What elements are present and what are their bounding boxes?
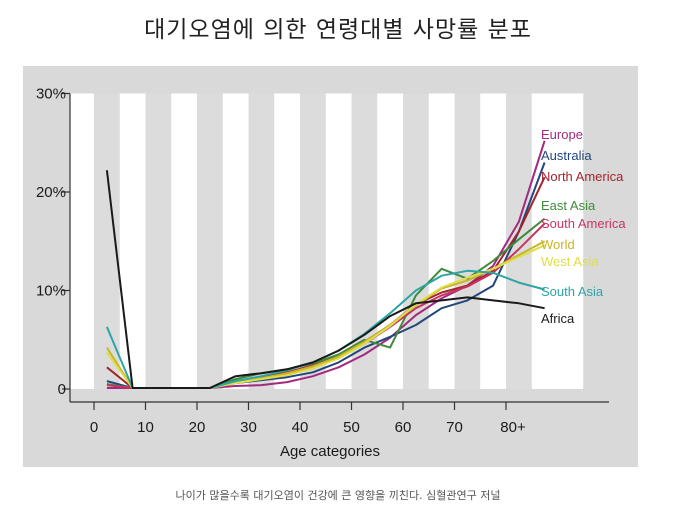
series-label-world: World [541, 237, 575, 252]
tick-labels: 0 10% 20% 30% 0 10 20 30 40 50 60 70 80+ [36, 86, 526, 437]
x-tick-label: 70 [446, 419, 463, 436]
grid-band [300, 93, 326, 389]
y-tick-label: 20% [36, 184, 66, 201]
x-tick-label: 0 [90, 419, 98, 436]
figure-caption: 나이가 많을수록 대기오염이 건강에 큰 영향을 끼친다. 심혈관연구 저널 [175, 489, 501, 502]
series-label-africa: Africa [541, 311, 575, 326]
y-tick-label: 0 [58, 381, 66, 398]
y-tick-label: 30% [36, 86, 66, 103]
series-label-north-america: North America [541, 169, 624, 184]
series-label-west-asia: West Asia [541, 254, 599, 269]
series-label-east-asia: East Asia [541, 198, 596, 213]
y-tick-label: 10% [36, 283, 66, 300]
x-tick-label: 20 [189, 419, 206, 436]
grid-band [403, 93, 429, 389]
series-label-australia: Australia [541, 148, 592, 163]
x-tick-label: 10 [137, 419, 154, 436]
x-tick-label: 50 [343, 419, 360, 436]
grid-band [145, 93, 172, 389]
x-tick-label: 30 [240, 419, 257, 436]
series-label-europe: Europe [541, 127, 583, 142]
page-title: 대기오염에 의한 연령대별 사망률 분포 [144, 17, 532, 43]
series-labels: Europe Australia North America East Asia Sou… [541, 127, 626, 326]
grid-band [197, 93, 223, 389]
x-tick-label: 40 [292, 419, 309, 436]
series-line-africa [105, 170, 545, 389]
axes [69, 93, 609, 403]
grid-band [248, 93, 275, 389]
chart-bands [70, 93, 584, 389]
x-axis-label: Age categories [280, 443, 380, 460]
series-lines [105, 140, 546, 389]
x-tick-label: 60 [395, 419, 412, 436]
grid-band [454, 93, 481, 389]
series-label-south-asia: South Asia [541, 284, 604, 299]
series-label-south-america: South America [541, 216, 626, 231]
x-tick-label: 80+ [500, 419, 526, 436]
